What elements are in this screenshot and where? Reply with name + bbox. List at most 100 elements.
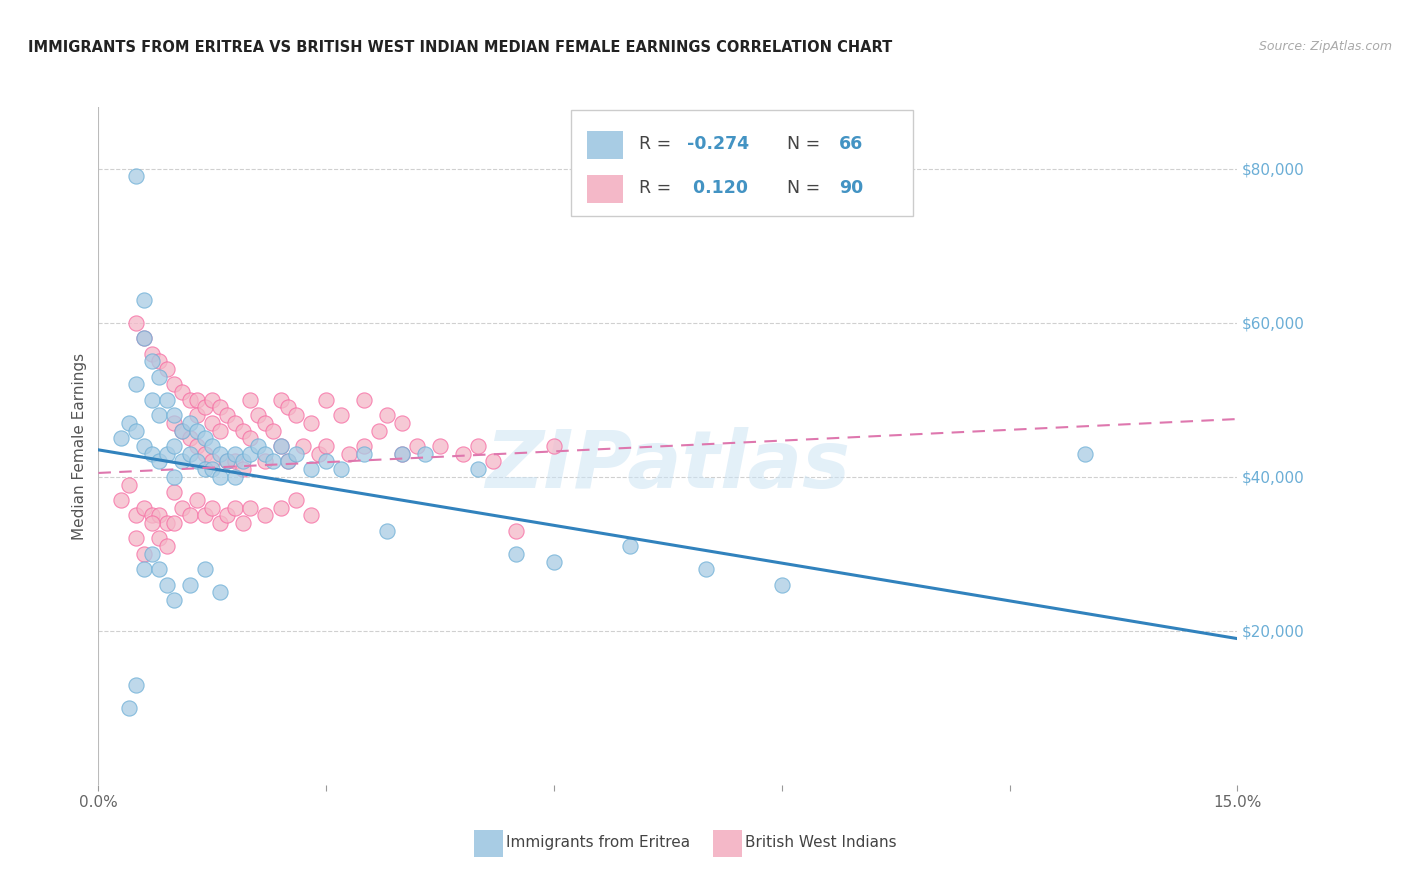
Point	[170, 385, 193, 400]
Point	[217, 454, 239, 468]
Point	[505, 524, 527, 538]
Point	[315, 454, 337, 468]
Point	[148, 562, 170, 576]
Text: IMMIGRANTS FROM ERITREA VS BRITISH WEST INDIAN MEDIAN FEMALE EARNINGS CORRELATIO: IMMIGRANTS FROM ERITREA VS BRITISH WEST …	[28, 40, 893, 55]
Point	[148, 454, 170, 468]
Point	[299, 462, 322, 476]
Text: -0.274: -0.274	[688, 136, 749, 153]
Point	[186, 454, 208, 468]
Point	[262, 454, 284, 468]
Point	[254, 447, 277, 461]
Point	[208, 585, 231, 599]
Point	[163, 416, 186, 430]
Point	[194, 562, 217, 576]
Point	[482, 454, 505, 468]
Point	[132, 562, 155, 576]
Point	[179, 447, 201, 461]
FancyBboxPatch shape	[713, 830, 742, 857]
Point	[391, 447, 413, 461]
Point	[163, 377, 186, 392]
Point	[132, 293, 155, 307]
Point	[391, 416, 413, 430]
Point	[141, 346, 163, 360]
Point	[1074, 447, 1097, 461]
Point	[156, 362, 179, 376]
Point	[543, 439, 565, 453]
Point	[194, 462, 217, 476]
Text: N =: N =	[787, 136, 827, 153]
Point	[156, 392, 179, 407]
Point	[239, 500, 262, 515]
Point	[208, 424, 231, 438]
Point	[406, 439, 429, 453]
Point	[163, 470, 186, 484]
Point	[148, 369, 170, 384]
Point	[186, 492, 208, 507]
Point	[246, 408, 269, 422]
Point	[148, 354, 170, 368]
Point	[232, 516, 254, 530]
Point	[201, 454, 224, 468]
Text: 90: 90	[839, 179, 863, 197]
Point	[505, 547, 527, 561]
Point	[179, 577, 201, 591]
Point	[156, 539, 179, 553]
Point	[186, 439, 208, 453]
Point	[163, 516, 186, 530]
Point	[254, 416, 277, 430]
Point	[217, 454, 239, 468]
Point	[232, 454, 254, 468]
Text: R =: R =	[640, 179, 678, 197]
Point	[208, 516, 231, 530]
Point	[201, 416, 224, 430]
Point	[186, 424, 208, 438]
Point	[186, 392, 208, 407]
Point	[201, 462, 224, 476]
Text: N =: N =	[787, 179, 827, 197]
FancyBboxPatch shape	[586, 131, 623, 160]
Point	[170, 500, 193, 515]
Point	[451, 447, 474, 461]
Point	[125, 508, 148, 523]
Text: Immigrants from Eritrea: Immigrants from Eritrea	[506, 835, 690, 850]
Point	[467, 462, 489, 476]
Point	[141, 392, 163, 407]
Point	[284, 492, 307, 507]
Point	[224, 500, 246, 515]
Point	[141, 547, 163, 561]
Point	[148, 408, 170, 422]
Point	[141, 354, 163, 368]
Point	[118, 416, 141, 430]
Y-axis label: Median Female Earnings: Median Female Earnings	[72, 352, 87, 540]
Point	[163, 593, 186, 607]
Text: R =: R =	[640, 136, 678, 153]
Point	[270, 439, 292, 453]
Point	[208, 470, 231, 484]
Point	[156, 516, 179, 530]
Point	[141, 508, 163, 523]
Point	[270, 500, 292, 515]
Point	[308, 447, 330, 461]
Text: 0.120: 0.120	[688, 179, 748, 197]
Point	[208, 447, 231, 461]
Point	[330, 408, 353, 422]
Point	[132, 547, 155, 561]
Point	[277, 454, 299, 468]
Point	[179, 392, 201, 407]
Point	[315, 392, 337, 407]
Point	[217, 508, 239, 523]
Point	[270, 392, 292, 407]
Point	[254, 508, 277, 523]
Point	[125, 678, 148, 692]
Point	[110, 431, 132, 445]
Point	[224, 454, 246, 468]
Point	[194, 401, 217, 415]
Point	[163, 485, 186, 500]
Point	[315, 439, 337, 453]
Point	[118, 701, 141, 715]
Point	[232, 424, 254, 438]
Point	[277, 401, 299, 415]
Point	[262, 424, 284, 438]
Point	[194, 447, 217, 461]
Point	[125, 377, 148, 392]
